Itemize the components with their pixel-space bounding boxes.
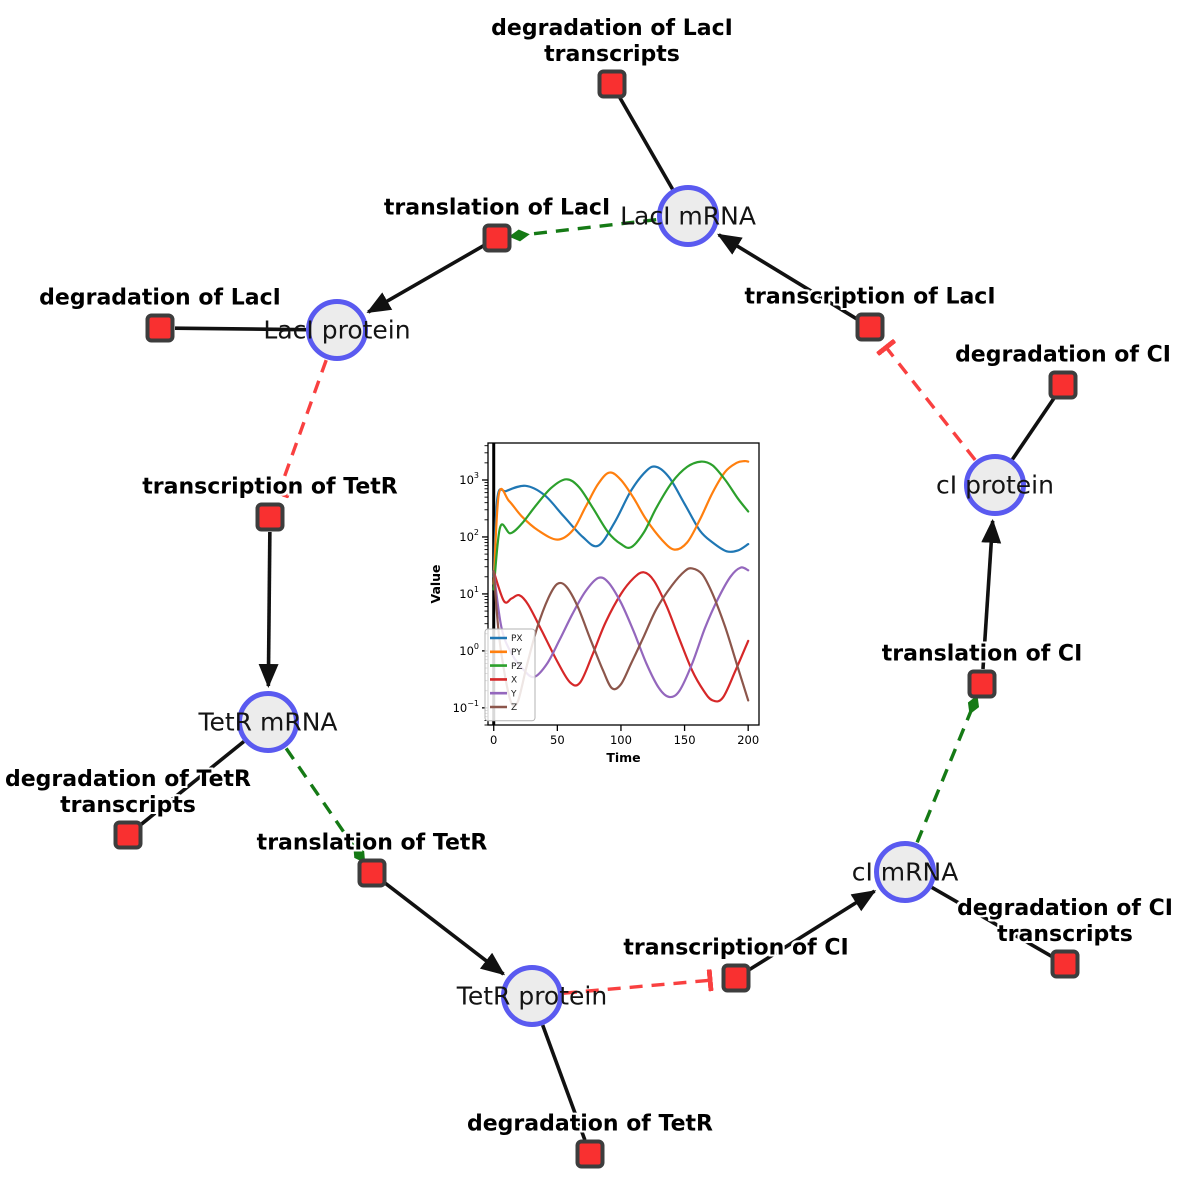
species-node-tetr-protein[interactable] <box>501 965 563 1027</box>
edge-consumption-tetr-protein-to-deg-tetr <box>540 1024 587 1141</box>
species-node-laci-protein[interactable] <box>306 299 368 361</box>
reaction-label-transl-ci: translation of CI <box>882 641 1083 667</box>
svg-text:10−1: 10−1 <box>453 699 479 715</box>
reaction-label-line: translation of LacI <box>383 195 611 221</box>
edge-consumption-laci-mrna-to-deg-laci-tx <box>617 96 675 191</box>
reaction-label-txn-ci: transcription of CI <box>623 935 848 961</box>
reaction-label-line: degradation of TetR <box>466 1111 714 1137</box>
species-node-ci-mrna[interactable] <box>874 841 936 903</box>
svg-text:100: 100 <box>610 733 632 747</box>
reaction-node-deg-tetr[interactable] <box>575 1139 605 1169</box>
reaction-label-txn-tetr: transcription of TetR <box>142 474 397 500</box>
svg-text:102: 102 <box>459 528 479 544</box>
plot-series-PY <box>492 459 750 585</box>
edge-modifier-laci-mrna-to-transl-laci <box>508 217 657 242</box>
plot-legend-label-Z: Z <box>511 703 517 713</box>
reaction-label-line: transcripts <box>544 41 680 67</box>
reaction-label-deg-laci-tx: degradation of LacI transcripts <box>491 16 733 67</box>
edge-production-txn-laci-to-laci-mrna <box>717 233 859 321</box>
reaction-label-line: degradation of LacI <box>39 285 281 311</box>
plot-legend-label-Y: Y <box>510 689 517 699</box>
plot-x-axis: 0 50 100 150 200 <box>490 725 759 747</box>
reaction-label-line: degradation of CI <box>955 342 1171 368</box>
edge-inhibition-laci-protein-to-txn-tetr <box>267 359 328 499</box>
reaction-node-deg-ci[interactable] <box>1048 370 1078 400</box>
reaction-node-deg-tetr-tx[interactable] <box>113 820 143 850</box>
edge-production-transl-laci-to-laci-protein <box>366 243 485 314</box>
plot-legend-label-X: X <box>511 676 517 686</box>
plot-series-PX <box>492 465 750 578</box>
svg-text:200: 200 <box>737 733 759 747</box>
reaction-label-line: transcripts <box>60 792 196 818</box>
svg-text:101: 101 <box>459 585 479 601</box>
svg-text:0: 0 <box>490 733 497 747</box>
species-label-laci-mrna: LacI mRNA <box>620 201 756 231</box>
reaction-label-line: transcription of LacI <box>744 284 996 310</box>
reaction-label-line: degradation of LacI <box>491 15 733 41</box>
reaction-node-deg-ci-tx[interactable] <box>1050 949 1080 979</box>
reaction-label-txn-laci: transcription of LacI <box>744 284 995 310</box>
edge-consumption-laci-protein-to-deg-laci <box>174 326 307 332</box>
plot-legend: PX PY PZ XYZ <box>484 628 536 722</box>
edge-consumption-ci-protein-to-deg-ci <box>1010 396 1057 461</box>
reaction-label-line: transcription of CI <box>623 935 849 961</box>
species-node-laci-mrna[interactable] <box>657 185 719 247</box>
species-node-ci-protein[interactable] <box>964 454 1026 516</box>
reaction-label-deg-tetr-tx: degradation of TetR transcripts <box>5 767 251 818</box>
plot-ylabel: Value <box>430 564 443 603</box>
species-label-ci-mrna: cI mRNA <box>851 857 959 887</box>
reaction-node-txn-ci[interactable] <box>721 963 751 993</box>
reaction-node-deg-laci-tx[interactable] <box>597 69 627 99</box>
reaction-node-txn-tetr[interactable] <box>255 502 285 532</box>
edge-production-transl-tetr-to-tetr-protein <box>382 880 506 976</box>
reaction-node-transl-laci[interactable] <box>482 223 512 253</box>
reaction-label-deg-ci-tx: degradation of CI transcripts <box>957 896 1173 947</box>
reaction-node-transl-tetr[interactable] <box>357 858 387 888</box>
species-node-tetr-mrna[interactable] <box>237 691 299 753</box>
svg-text:100: 100 <box>459 642 479 658</box>
reaction-label-line: translation of CI <box>881 641 1083 667</box>
svg-text:50: 50 <box>550 733 565 747</box>
reaction-node-txn-laci[interactable] <box>855 312 885 342</box>
edge-modifier-ci-mrna-to-transl-ci <box>915 695 980 844</box>
plot-y-axis: 10−1 100 101 102 103 <box>453 445 488 726</box>
reaction-label-line: transcripts <box>997 921 1133 947</box>
edge-consumption-tetr-mrna-to-deg-tetr-tx <box>138 740 246 827</box>
reaction-label-line: transcription of TetR <box>142 474 398 500</box>
edge-production-txn-tetr-to-tetr-mrna <box>258 531 279 689</box>
reaction-label-transl-tetr: translation of TetR <box>257 830 488 856</box>
plot-legend-label-PY: PY <box>511 648 522 658</box>
reaction-node-transl-ci[interactable] <box>967 669 997 699</box>
plot-series-X <box>492 570 750 703</box>
svg-text:103: 103 <box>459 471 479 487</box>
plot-legend-label-PZ: PZ <box>511 662 523 672</box>
edge-production-txn-ci-to-ci-mrna <box>747 889 877 972</box>
species-label-tetr-mrna: TetR mRNA <box>198 707 338 737</box>
edge-production-transl-ci-to-ci-protein <box>981 518 1002 670</box>
plot-xlabel: Time <box>606 750 640 765</box>
svg-text:150: 150 <box>674 733 696 747</box>
reaction-label-deg-tetr: degradation of TetR <box>467 1111 713 1137</box>
plot-legend-label-PX: PX <box>511 634 523 644</box>
edge-inhibition-tetr-protein-to-txn-ci <box>563 969 714 995</box>
reaction-node-deg-laci[interactable] <box>145 313 175 343</box>
species-label-tetr-protein: TetR protein <box>456 981 608 1011</box>
edge-inhibition-ci-protein-to-txn-laci <box>876 339 977 461</box>
edge-consumption-ci-mrna-to-deg-ci-tx <box>930 885 1053 959</box>
reaction-label-deg-laci: degradation of LacI <box>39 285 281 311</box>
reaction-label-line: degradation of CI <box>957 895 1173 921</box>
reaction-label-transl-laci: translation of LacI <box>384 195 610 221</box>
reaction-label-deg-ci: degradation of CI <box>955 342 1171 368</box>
species-label-ci-protein: cI protein <box>936 470 1054 500</box>
reaction-label-line: translation of TetR <box>256 830 488 856</box>
plot-series-PZ <box>492 460 750 591</box>
species-label-laci-protein: LacI protein <box>263 315 411 345</box>
reaction-label-line: degradation of TetR <box>4 766 252 792</box>
